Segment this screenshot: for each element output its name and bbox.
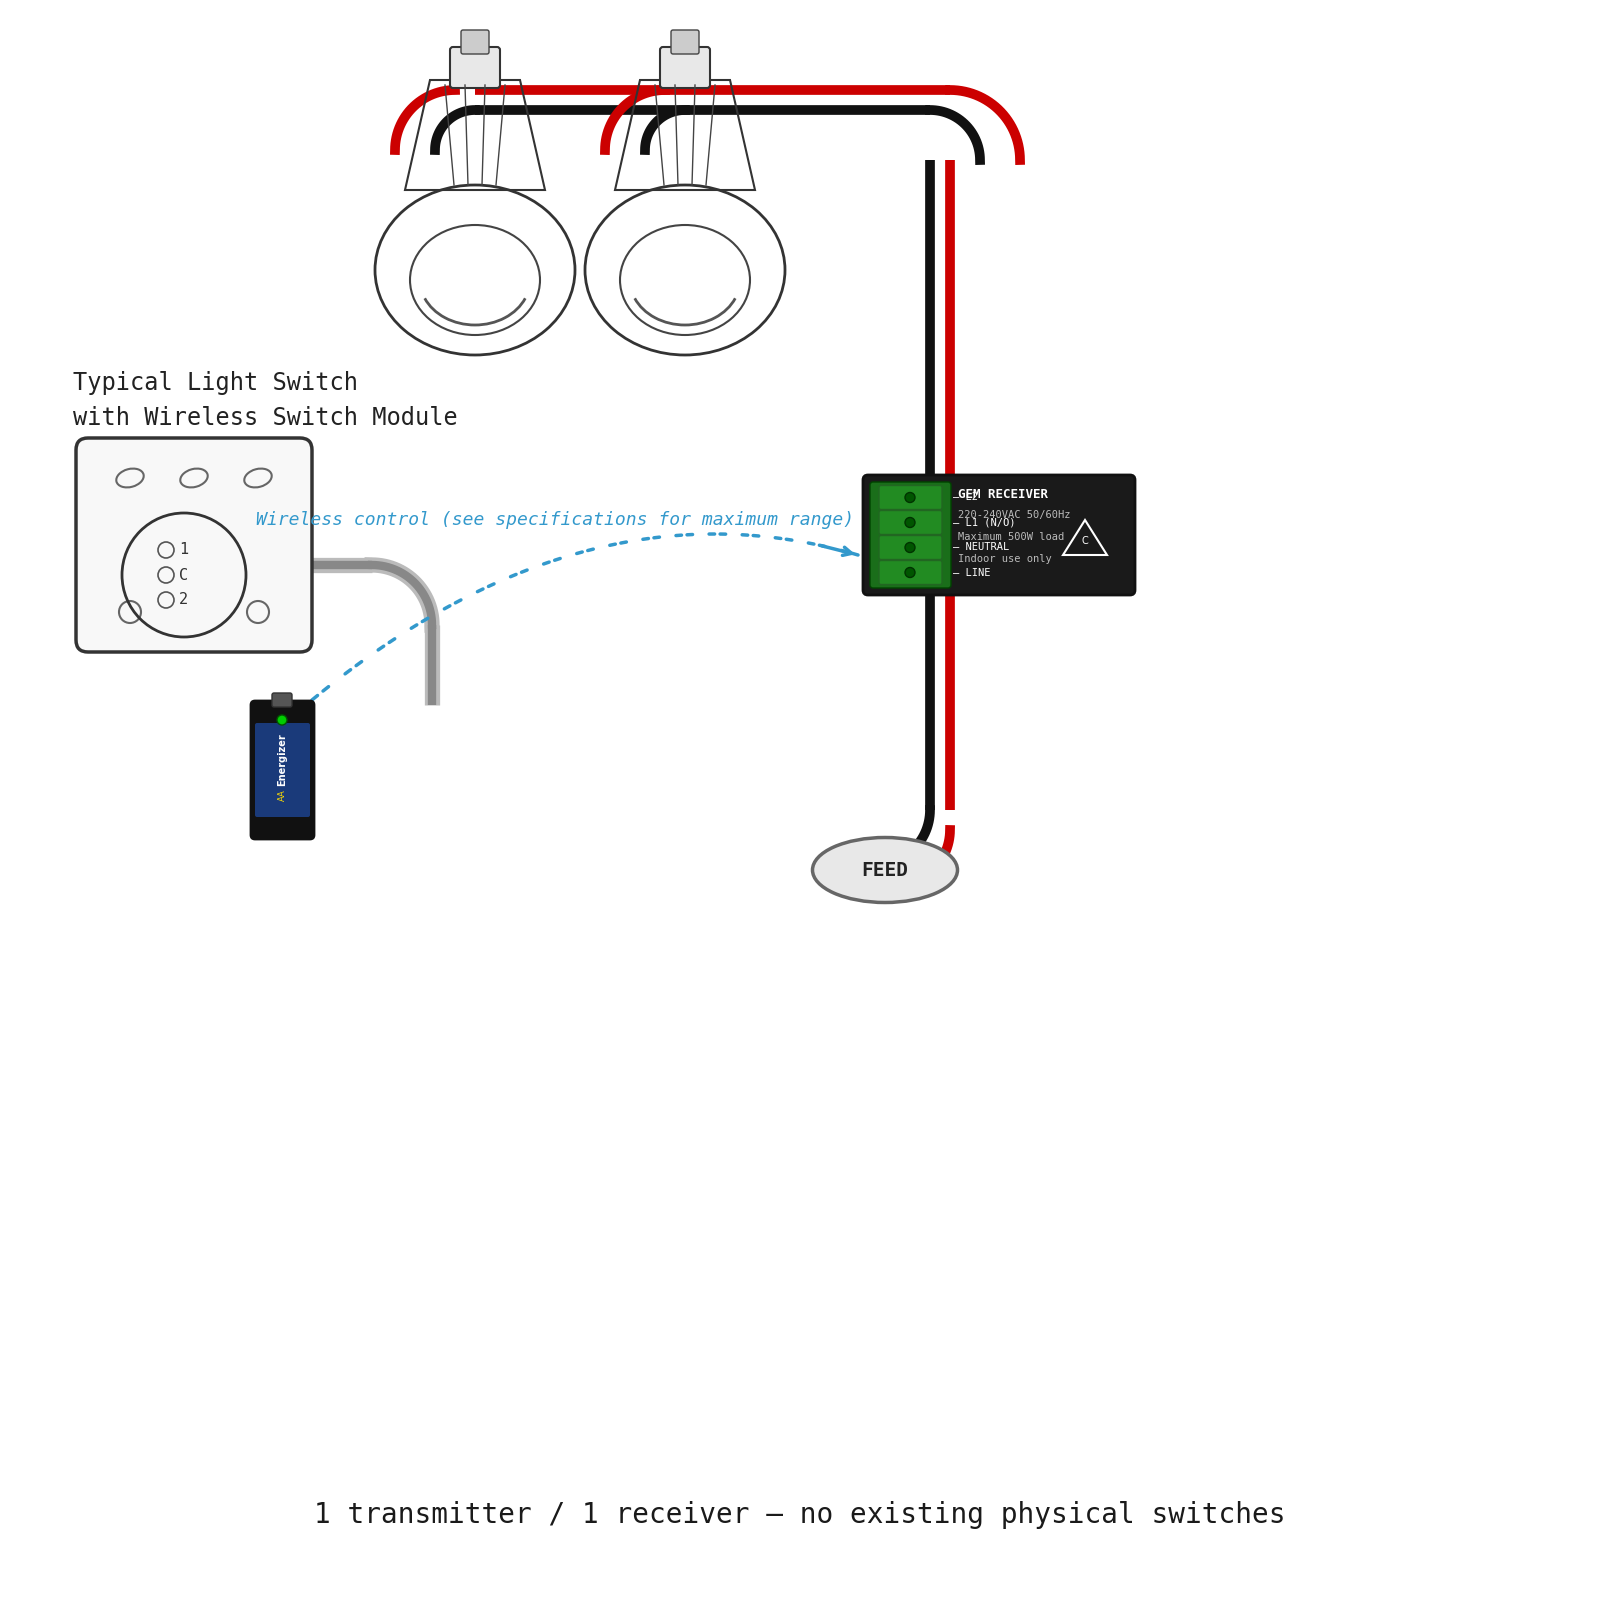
Text: AA: AA [277, 789, 286, 802]
FancyBboxPatch shape [272, 693, 291, 707]
Text: — L2: — L2 [954, 493, 978, 502]
Text: — LINE: — LINE [954, 568, 990, 578]
FancyBboxPatch shape [661, 46, 710, 88]
FancyBboxPatch shape [870, 482, 950, 587]
FancyBboxPatch shape [461, 30, 490, 54]
Text: 1 transmitter / 1 receiver – no existing physical switches: 1 transmitter / 1 receiver – no existing… [314, 1501, 1286, 1530]
Text: Maximum 500W load: Maximum 500W load [958, 531, 1064, 542]
Ellipse shape [813, 837, 957, 902]
Text: 2: 2 [179, 592, 189, 608]
Text: Wireless control (see specifications for maximum range): Wireless control (see specifications for… [256, 510, 854, 530]
FancyBboxPatch shape [251, 701, 314, 838]
FancyBboxPatch shape [878, 510, 942, 534]
FancyBboxPatch shape [670, 30, 699, 54]
Text: 1: 1 [179, 542, 189, 557]
Text: FEED: FEED [861, 861, 909, 880]
FancyBboxPatch shape [878, 485, 942, 509]
Text: — NEUTRAL: — NEUTRAL [954, 542, 1010, 552]
Circle shape [906, 542, 915, 552]
Text: Typical Light Switch: Typical Light Switch [74, 371, 358, 395]
Text: Energizer: Energizer [277, 734, 286, 786]
FancyBboxPatch shape [77, 438, 312, 653]
Text: 220-240VAC 50/60Hz: 220-240VAC 50/60Hz [958, 510, 1070, 520]
FancyBboxPatch shape [878, 560, 942, 584]
Circle shape [277, 715, 286, 725]
Text: C: C [1082, 536, 1088, 546]
Text: Indoor use only: Indoor use only [958, 554, 1051, 565]
Circle shape [906, 568, 915, 578]
FancyBboxPatch shape [878, 536, 942, 560]
FancyBboxPatch shape [862, 475, 1134, 595]
FancyBboxPatch shape [254, 723, 310, 818]
FancyBboxPatch shape [450, 46, 499, 88]
Text: with Wireless Switch Module: with Wireless Switch Module [74, 406, 458, 430]
Text: C: C [179, 568, 189, 582]
Circle shape [906, 493, 915, 502]
Circle shape [906, 517, 915, 528]
Text: — L1 (N/O): — L1 (N/O) [954, 517, 1016, 528]
Text: GEM RECEIVER: GEM RECEIVER [958, 488, 1048, 501]
